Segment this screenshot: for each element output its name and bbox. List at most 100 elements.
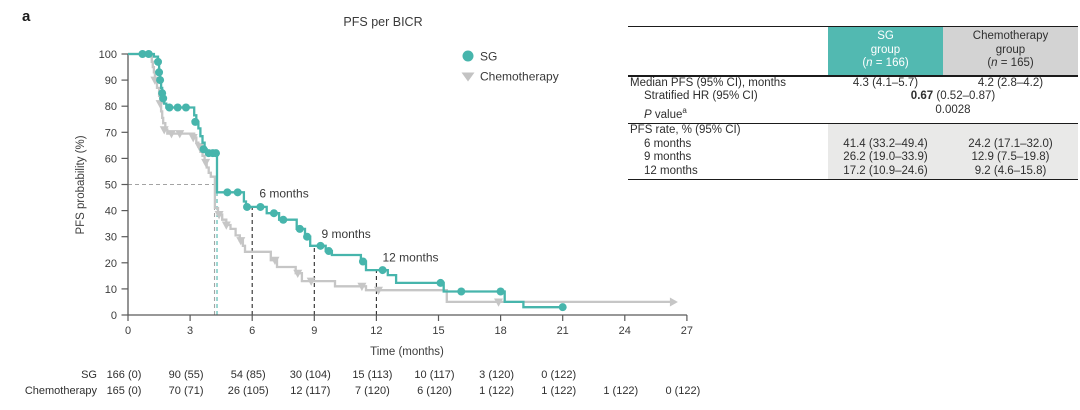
- sg-censor-mark: [436, 278, 445, 287]
- y-tick-label: 100: [99, 49, 117, 61]
- rate-6-months-label: 6 months: [644, 137, 692, 150]
- time-annotation: 9 months: [321, 227, 370, 241]
- sg-header-line1: SG: [877, 30, 894, 42]
- chemo-censor-mark: [201, 158, 211, 168]
- sg-censor-mark: [144, 50, 153, 58]
- y-tick-label: 50: [105, 180, 117, 192]
- risk-count: 10 (117): [414, 369, 454, 381]
- rate-12-months-label: 12 months: [644, 165, 698, 178]
- time-annotation: 6 months: [259, 187, 308, 201]
- chemo-censor-mark: [221, 221, 231, 230]
- chart-title: PFS per BICR: [343, 15, 423, 29]
- chemo-censor-mark: [293, 269, 303, 279]
- rate-9-months-row: 9 months 26.2 (19.0–33.9) 12.9 (7.5–19.8…: [628, 151, 1078, 166]
- sg-censor-mark: [558, 303, 567, 312]
- risk-count: 30 (104): [290, 369, 331, 381]
- sg-censor-mark: [165, 103, 174, 112]
- chemo-header-line1: Chemotherapy: [972, 30, 1049, 42]
- sg-censor-mark: [181, 103, 190, 112]
- risk-count: 12 (117): [290, 385, 330, 397]
- x-tick-label: 24: [619, 325, 631, 337]
- sg-censor-mark: [496, 287, 505, 296]
- rate-12-months-sg-value: 17.2 (10.9–24.6): [828, 165, 943, 179]
- sg-curve: [128, 52, 563, 309]
- risk-count: 0 (122): [541, 369, 576, 381]
- sg-censor-mark: [358, 257, 367, 266]
- time-annotation: 12 months: [383, 251, 439, 265]
- legend-sg-marker-icon: [462, 50, 474, 62]
- sg-censor-mark: [303, 232, 312, 241]
- chemo-column-header: Chemotherapy group (n = 165): [943, 27, 1078, 75]
- sg-censor-mark: [191, 117, 200, 126]
- chemo-censor-mark: [357, 282, 367, 292]
- stats-header-empty-cell: [628, 27, 828, 75]
- x-tick-label: 15: [432, 325, 444, 337]
- median-pfs-label: Median PFS (95% CI), months: [630, 76, 786, 89]
- x-tick-label: 18: [494, 325, 506, 337]
- legend-sg-label: SG: [480, 50, 497, 64]
- sg-censor-mark: [211, 149, 220, 158]
- risk-count: 166 (0): [107, 369, 142, 381]
- sg-censor-mark: [154, 57, 163, 66]
- x-tick-label: 27: [681, 325, 693, 337]
- sg-censor-mark: [378, 266, 387, 275]
- risk-count: 15 (113): [352, 369, 392, 381]
- sg-censor-mark: [279, 215, 288, 224]
- sg-censor-mark: [269, 209, 278, 218]
- sg-censor-mark: [324, 247, 333, 256]
- risk-count: 54 (85): [231, 369, 266, 381]
- rate-6-months-row: 6 months 41.4 (33.2–49.4) 24.2 (17.1–32.…: [628, 137, 1078, 152]
- chemo-header-n: (n = 165): [987, 57, 1034, 69]
- sg-censor-mark: [156, 76, 165, 85]
- chemo-censor-mark: [175, 130, 185, 139]
- sg-censor-mark: [256, 202, 265, 211]
- y-tick-label: 70: [105, 127, 117, 139]
- sg-censor-mark: [173, 103, 182, 112]
- chemo-header-line2: group: [995, 43, 1026, 56]
- pfs-rate-chemo-empty: [943, 123, 1078, 138]
- risk-count: 6 (120): [417, 385, 452, 397]
- y-tick-label: 90: [105, 75, 117, 87]
- risk-count: 70 (71): [169, 385, 204, 397]
- chemo-censor-mark: [166, 130, 176, 139]
- y-tick-label: 40: [105, 206, 117, 218]
- p-value-row: P valuea 0.0028: [628, 104, 1078, 123]
- sg-censor-mark: [223, 188, 232, 197]
- risk-count: 0 (122): [665, 385, 700, 397]
- chemo-censor-mark: [236, 237, 246, 246]
- x-tick-label: 0: [125, 325, 131, 337]
- risk-count: 7 (120): [355, 385, 390, 397]
- hazard-ratio-label: Stratified HR (95% CI): [644, 90, 758, 103]
- median-pfs-row: Median PFS (95% CI), months 4.3 (4.1–5.7…: [628, 77, 1078, 91]
- y-axis-title: PFS probability (%): [75, 135, 87, 234]
- risk-row-label: Chemotherapy: [25, 385, 98, 397]
- chemo-censor-mark: [494, 298, 504, 307]
- sg-censor-mark: [138, 50, 147, 58]
- y-tick-label: 60: [105, 153, 117, 165]
- chemo-censor-mark: [270, 256, 280, 265]
- x-tick-label: 3: [187, 325, 193, 337]
- pfs-rate-section-label: PFS rate, % (95% CI): [630, 123, 741, 136]
- x-tick-label: 6: [249, 325, 255, 337]
- hazard-ratio-row: Stratified HR (95% CI) 0.67 (0.52–0.87): [628, 90, 1078, 104]
- rate-9-months-sg-value: 26.2 (19.0–33.9): [828, 151, 943, 166]
- x-tick-label: 21: [557, 325, 569, 337]
- rate-9-months-chemo-value: 12.9 (7.5–19.8): [943, 151, 1078, 166]
- x-tick-label: 12: [370, 325, 382, 337]
- chemo-censor-mark: [373, 286, 383, 296]
- sg-censor-mark: [155, 68, 164, 77]
- legend-chemo-marker-icon: [461, 72, 475, 82]
- chemo-censor-mark: [194, 143, 204, 152]
- sg-censor-mark: [316, 241, 325, 250]
- rate-9-months-label: 9 months: [644, 151, 692, 164]
- chemo-censor-mark: [214, 211, 224, 220]
- risk-count: 90 (55): [169, 369, 204, 381]
- risk-count: 3 (120): [479, 369, 514, 381]
- sg-censor-mark: [159, 94, 168, 103]
- rate-12-months-chemo-value: 9.2 (4.6–15.8): [943, 165, 1078, 179]
- sg-censor-mark: [233, 188, 242, 197]
- sg-header-n: (n = 166): [862, 57, 909, 69]
- sg-censor-mark: [457, 287, 466, 296]
